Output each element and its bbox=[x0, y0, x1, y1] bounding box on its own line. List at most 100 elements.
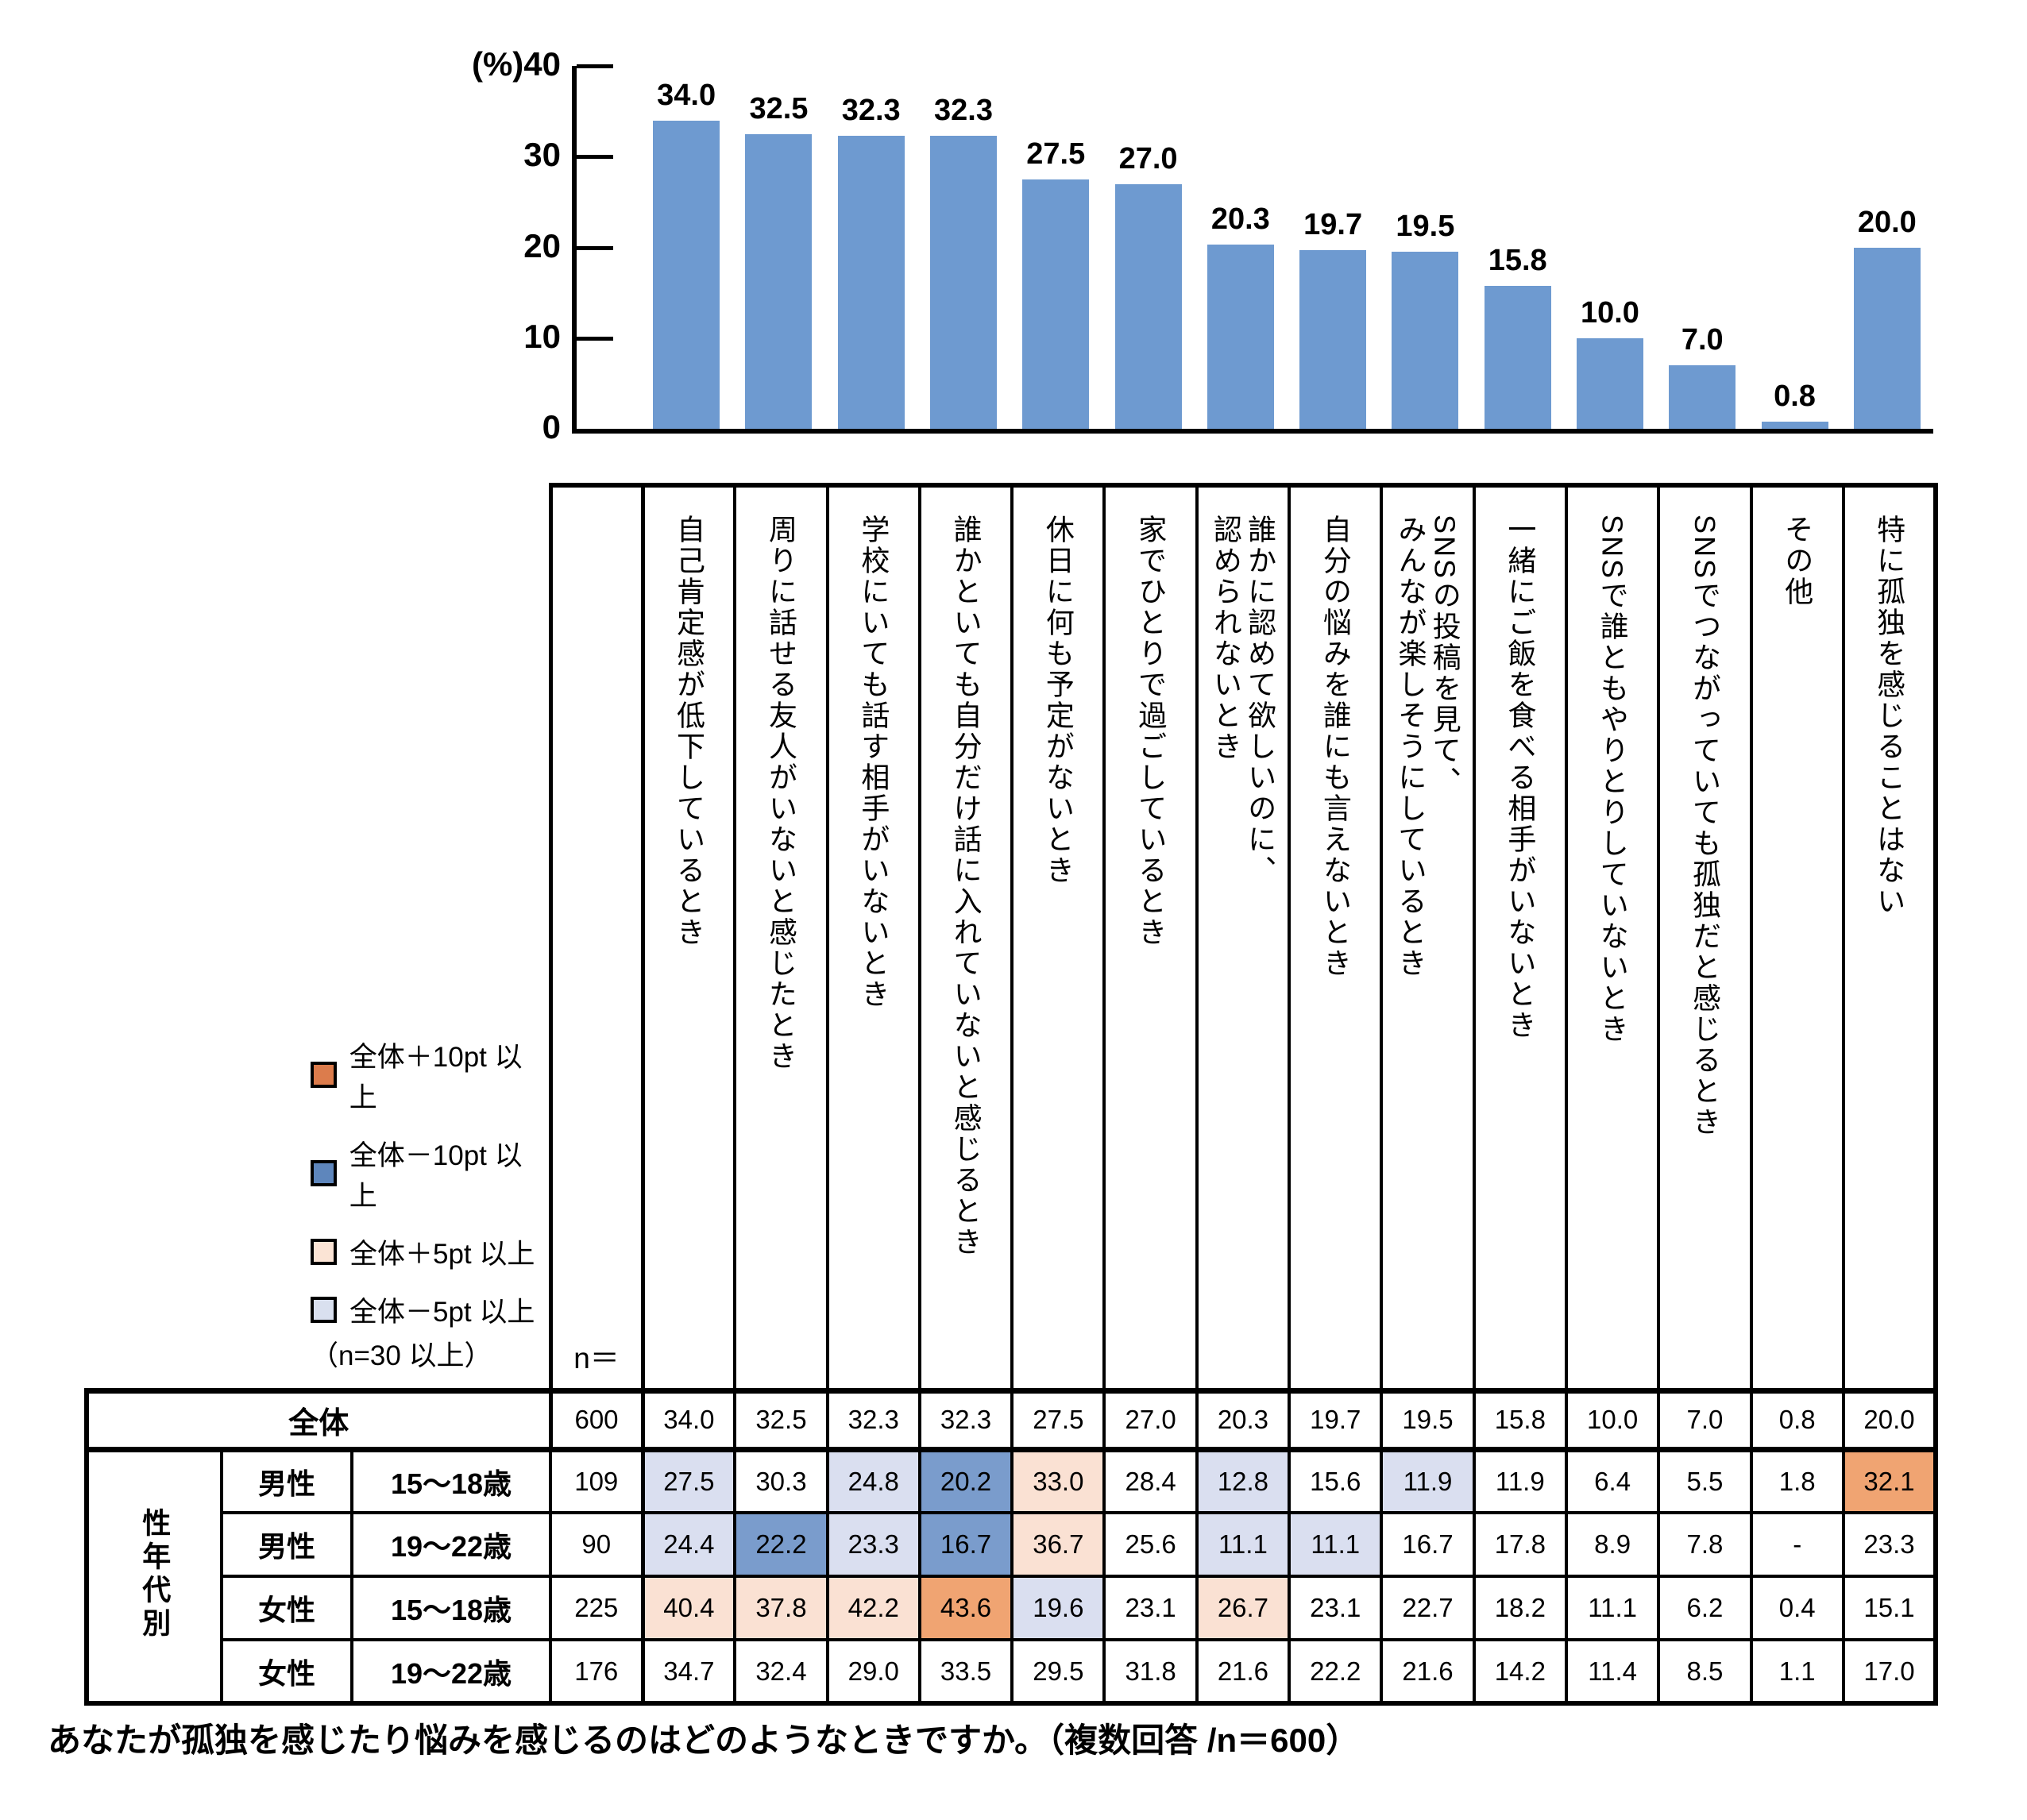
bar bbox=[1576, 337, 1643, 429]
table-row-total: 全体 600 34.0 32.5 32.3 32.3 27.5 27.0 20.3 19.7 1… bbox=[84, 1387, 1939, 1452]
n-column-header: n＝ bbox=[548, 483, 645, 1394]
value-cell: 27.0 bbox=[1102, 1387, 1199, 1452]
category-header-text: 誰かといても自分だけ話に入れていないと感じるとき bbox=[949, 515, 983, 1258]
bar-value-label: 0.8 bbox=[1774, 379, 1816, 413]
category-header-text: 特に孤独を感じることはない bbox=[1873, 515, 1906, 917]
bar-value-label: 19.7 bbox=[1303, 207, 1363, 241]
value-cell: 27.5 bbox=[640, 1448, 737, 1514]
value-cell: 1.8 bbox=[1749, 1448, 1845, 1514]
n-value: 109 bbox=[549, 1448, 645, 1514]
value-cell: 33.0 bbox=[1010, 1448, 1106, 1514]
bar-slot: 15.8 bbox=[1472, 66, 1564, 429]
bar bbox=[1299, 249, 1367, 429]
legend: 全体＋10pt 以上 全体－10pt 以上 全体＋5pt 以上 全体－5pt 以上 bbox=[311, 1035, 549, 1330]
table-row: 女性 15〜18歳 225 40.4 37.8 42.2 43.6 19.6 23.1 26… bbox=[87, 1575, 1939, 1641]
value-cell: 20.0 bbox=[1841, 1387, 1939, 1452]
category-header-text: 自分の悩みを誰にも言えないとき bbox=[1319, 515, 1352, 979]
bar bbox=[1669, 365, 1736, 429]
value-cell: 8.5 bbox=[1657, 1638, 1753, 1706]
value-cell: 1.1 bbox=[1749, 1638, 1845, 1706]
value-cell: 17.0 bbox=[1841, 1638, 1939, 1706]
category-header-text: 周りに話せる友人がいないと感じたとき bbox=[765, 515, 798, 1072]
value-cell: 24.4 bbox=[640, 1511, 737, 1578]
table-row: 男性 19〜22歳 90 24.4 22.2 23.3 16.7 36.7 25.6 11.… bbox=[87, 1511, 1939, 1578]
value-cell: 24.8 bbox=[825, 1448, 921, 1514]
bar-slot: 20.0 bbox=[1841, 66, 1933, 429]
bar-slot: 34.0 bbox=[640, 66, 732, 429]
value-cell: 15.8 bbox=[1472, 1387, 1568, 1452]
value-cell: 12.8 bbox=[1195, 1448, 1291, 1514]
category-header: SNSで誰ともやりとりしていないとき bbox=[1564, 483, 1661, 1394]
category-header: 特に孤独を感じることはない bbox=[1841, 483, 1939, 1394]
bar-slot: 32.5 bbox=[732, 66, 824, 429]
value-cell: 11.1 bbox=[1564, 1575, 1661, 1641]
legend-note: （n=30 以上） bbox=[311, 1340, 492, 1371]
bar-value-label: 34.0 bbox=[657, 78, 716, 112]
category-header: 休日に何も予定がないとき bbox=[1010, 483, 1106, 1394]
bar-value-label: 27.5 bbox=[1026, 137, 1086, 171]
table-row: 性年代別 男性 15〜18歳 109 27.5 30.3 24.8 20.2 33.0 2… bbox=[84, 1448, 1939, 1706]
value-cell: 32.3 bbox=[825, 1387, 921, 1452]
legend-swatch bbox=[311, 1238, 337, 1265]
bar bbox=[1022, 179, 1090, 429]
category-header-text: SNSの投稿を見て、 みんなが楽しそうにしているとき bbox=[1394, 515, 1461, 979]
value-cell: 19.7 bbox=[1288, 1387, 1384, 1452]
value-cell: 22.7 bbox=[1380, 1575, 1476, 1641]
gender-cell: 男性 bbox=[220, 1511, 353, 1578]
bar-slot: 27.0 bbox=[1102, 66, 1194, 429]
category-header: 一緒にご飯を食べる相手がいないとき bbox=[1472, 483, 1568, 1394]
bar-slot: 7.0 bbox=[1656, 66, 1748, 429]
value-cell: 19.6 bbox=[1010, 1575, 1106, 1641]
value-cell: 5.5 bbox=[1657, 1448, 1753, 1514]
bar bbox=[1761, 421, 1828, 429]
bar bbox=[1114, 183, 1182, 429]
value-cell: 11.1 bbox=[1195, 1511, 1291, 1578]
value-cell: 30.3 bbox=[733, 1448, 829, 1514]
category-header-text: 家でひとりで過ごしているとき bbox=[1134, 515, 1168, 948]
value-cell: 11.9 bbox=[1472, 1448, 1568, 1514]
value-cell: 32.3 bbox=[917, 1387, 1014, 1452]
bar bbox=[1207, 245, 1274, 429]
bar-slot: 27.5 bbox=[1010, 66, 1102, 429]
bar-slot: 32.3 bbox=[825, 66, 917, 429]
legend-label: 全体＋5pt 以上 bbox=[349, 1238, 535, 1270]
value-cell: 21.6 bbox=[1195, 1638, 1291, 1706]
category-header: 学校にいても話す相手がいないとき bbox=[825, 483, 921, 1394]
value-cell: 40.4 bbox=[640, 1575, 737, 1641]
bar-slot: 19.7 bbox=[1287, 66, 1379, 429]
y-axis-tick-label: 20 bbox=[523, 226, 561, 264]
y-axis-tick bbox=[577, 64, 613, 68]
legend-swatch bbox=[311, 1160, 337, 1186]
n-value: 176 bbox=[549, 1638, 645, 1706]
value-cell: 22.2 bbox=[733, 1511, 829, 1578]
legend-label: 全体－5pt 以上 bbox=[349, 1296, 535, 1328]
category-header-text: 自己肯定感が低下しているとき bbox=[672, 515, 705, 948]
bar-slot: 20.3 bbox=[1195, 66, 1287, 429]
value-cell: 32.5 bbox=[733, 1387, 829, 1452]
value-cell: 11.4 bbox=[1564, 1638, 1661, 1706]
legend-area: 全体＋10pt 以上 全体－10pt 以上 全体＋5pt 以上 全体－5pt 以上 （… bbox=[87, 485, 550, 1394]
category-header-text: 学校にいても話す相手がいないとき bbox=[857, 515, 890, 1010]
survey-question-caption: あなたが孤独を感じたり悩みを感じるのはどのようなときですか。（複数回答 /n＝6… bbox=[48, 1722, 1360, 1759]
value-cell: 32.1 bbox=[1841, 1448, 1939, 1514]
legend-swatch bbox=[311, 1296, 337, 1323]
table-row: 女性 19〜22歳 176 34.7 32.4 29.0 33.5 29.5 31.8 21… bbox=[87, 1638, 1939, 1706]
category-header-text: その他 bbox=[1781, 515, 1814, 607]
y-axis-tick-label: 10 bbox=[523, 317, 561, 355]
category-header: 誰かといても自分だけ話に入れていないと感じるとき bbox=[917, 483, 1014, 1394]
category-header-text: 休日に何も予定がないとき bbox=[1041, 515, 1075, 886]
bar-slots: 34.0 32.5 32.3 32.3 27.5 27.0 20.3 19.7 19.5 15.8… bbox=[640, 66, 1933, 429]
value-cell: 16.7 bbox=[917, 1511, 1014, 1578]
gender-cell: 女性 bbox=[220, 1575, 353, 1641]
value-cell: 28.4 bbox=[1102, 1448, 1199, 1514]
value-cell: 19.5 bbox=[1380, 1387, 1476, 1452]
y-axis-tick-label: 0 bbox=[542, 408, 561, 445]
value-cell: 23.3 bbox=[1841, 1511, 1939, 1578]
value-cell: 11.9 bbox=[1380, 1448, 1476, 1514]
bar-slot: 32.3 bbox=[917, 66, 1010, 429]
value-cell: 7.8 bbox=[1657, 1511, 1753, 1578]
value-cell: 17.8 bbox=[1472, 1511, 1568, 1578]
value-cell: 23.3 bbox=[825, 1511, 921, 1578]
y-axis-tick bbox=[577, 155, 613, 160]
